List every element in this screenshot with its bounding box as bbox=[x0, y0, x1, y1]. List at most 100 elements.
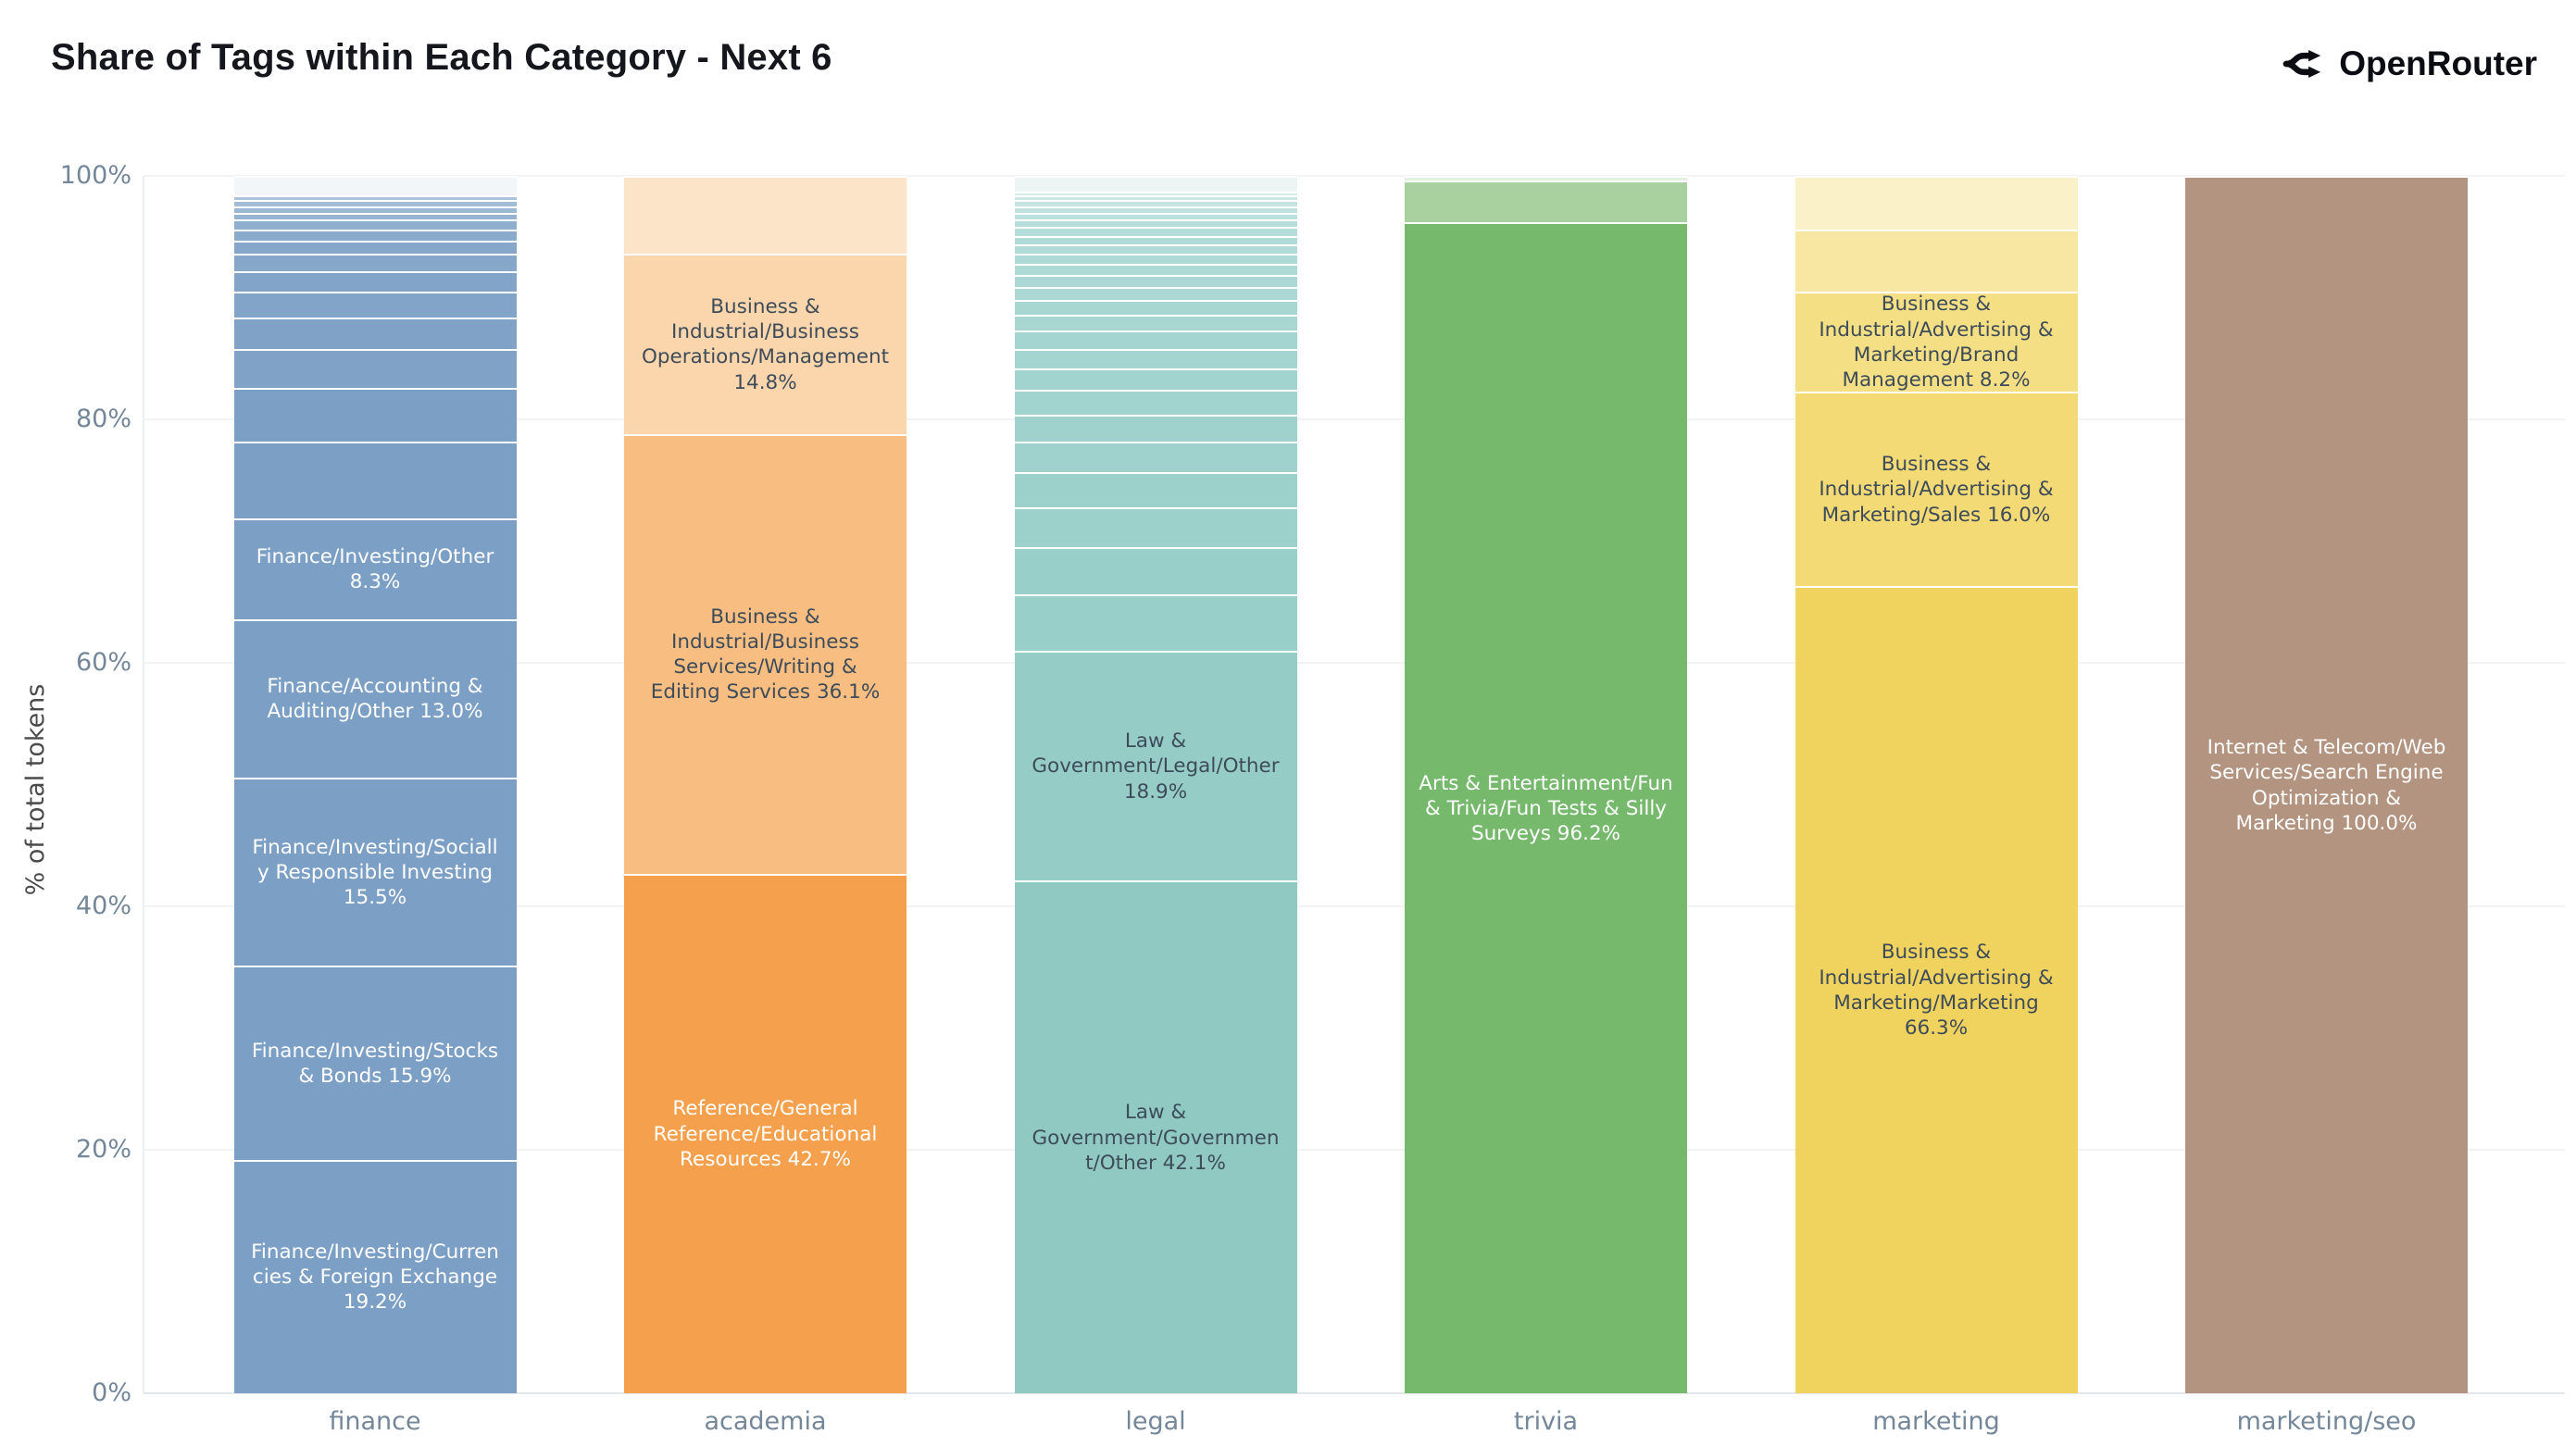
stacked-bar-academia: Reference/General Reference/Educational … bbox=[624, 176, 907, 1393]
bar-segment[interactable] bbox=[1014, 286, 1297, 301]
bar-segment[interactable] bbox=[1014, 212, 1297, 220]
bar-segment[interactable] bbox=[1014, 348, 1297, 368]
bar-segment[interactable]: Business & Industrial/Advertising & Mark… bbox=[1794, 291, 2078, 392]
segment-label: Business & Industrial/Advertising & Mark… bbox=[1819, 453, 2054, 527]
bar-segment[interactable] bbox=[1014, 206, 1297, 213]
bar-segment[interactable] bbox=[1014, 441, 1297, 472]
bar-segment[interactable] bbox=[1014, 330, 1297, 349]
bar-segment[interactable] bbox=[1014, 235, 1297, 244]
x-axis-label: legal bbox=[1125, 1407, 1186, 1436]
bar-segment[interactable] bbox=[1014, 547, 1297, 595]
bar-segment[interactable]: Business & Industrial/Business Services/… bbox=[624, 433, 907, 874]
segment-label: Business & Industrial/Advertising & Mark… bbox=[1819, 941, 2054, 1041]
bar-segment[interactable] bbox=[1794, 176, 2078, 230]
segment-label: Law & Government/Government/Other 42.1% bbox=[1032, 1101, 1280, 1175]
bar-segment[interactable] bbox=[1014, 176, 1297, 193]
bar-segment[interactable] bbox=[233, 219, 517, 230]
bar-segment[interactable] bbox=[1014, 390, 1297, 415]
bar-segment[interactable] bbox=[233, 200, 517, 206]
bar-segment[interactable] bbox=[233, 229, 517, 241]
segment-label: Business & Industrial/Business Operation… bbox=[641, 294, 890, 394]
bar-segment[interactable]: Internet & Telecom/Web Services/Search E… bbox=[2185, 176, 2468, 1393]
segment-label: Finance/Investing/Currencies & Foreign E… bbox=[251, 1240, 499, 1315]
gridline bbox=[144, 418, 2565, 420]
gridline bbox=[144, 905, 2565, 907]
bar-segment[interactable] bbox=[233, 254, 517, 271]
bar-segment[interactable]: Law & Government/Legal/Other 18.9% bbox=[1014, 650, 1297, 881]
bar-segment[interactable] bbox=[233, 441, 517, 518]
bar-segment[interactable] bbox=[1405, 176, 1687, 181]
y-axis-title: % of total tokens bbox=[21, 683, 50, 896]
segment-label: Finance/Investing/Other 8.3% bbox=[256, 544, 494, 594]
y-tick-label: 20% bbox=[75, 1135, 131, 1164]
y-tick-label: 40% bbox=[75, 891, 131, 920]
bar-segment[interactable] bbox=[1014, 254, 1297, 264]
bar-segment[interactable] bbox=[1014, 274, 1297, 287]
x-axis-label: academia bbox=[704, 1407, 827, 1436]
bar-segment[interactable] bbox=[1014, 195, 1297, 201]
bar-segment[interactable]: Arts & Entertainment/Fun & Trivia/Fun Te… bbox=[1405, 221, 1687, 1393]
bar-segment[interactable] bbox=[1014, 243, 1297, 255]
x-axis-label: trivia bbox=[1513, 1407, 1579, 1436]
bar-segment[interactable]: Finance/Investing/Currencies & Foreign E… bbox=[233, 1159, 517, 1393]
bar-segment[interactable] bbox=[1405, 181, 1687, 222]
segment-label: Arts & Entertainment/Fun & Trivia/Fun Te… bbox=[1419, 771, 1673, 846]
segment-label: Business & Industrial/Business Services/… bbox=[650, 605, 881, 704]
bar-segment[interactable] bbox=[624, 176, 907, 255]
bar-segment[interactable] bbox=[1014, 263, 1297, 275]
bar-segment[interactable] bbox=[233, 348, 517, 388]
segment-label: Reference/General Reference/Educational … bbox=[653, 1097, 878, 1171]
bar-segment[interactable] bbox=[233, 270, 517, 292]
brand-name: OpenRouter bbox=[2339, 44, 2537, 82]
y-tick-label: 100% bbox=[59, 161, 131, 190]
bar-segment[interactable] bbox=[1014, 300, 1297, 315]
openrouter-logo[interactable]: OpenRouter bbox=[2282, 43, 2537, 85]
segment-label: Internet & Telecom/Web Services/Search E… bbox=[2207, 735, 2446, 835]
bar-segment[interactable]: Finance/Investing/Stocks & Bonds 15.9% bbox=[233, 966, 517, 1160]
segment-label: Business & Industrial/Advertising & Mark… bbox=[1819, 293, 2054, 392]
bar-segment[interactable] bbox=[233, 240, 517, 255]
x-axis-label: finance bbox=[329, 1407, 421, 1436]
bar-segment[interactable]: Finance/Investing/Socially Responsible I… bbox=[233, 777, 517, 966]
stacked-bar-finance: Finance/Investing/Currencies & Foreign E… bbox=[233, 176, 517, 1393]
bar-segment[interactable]: Reference/General Reference/Educational … bbox=[624, 873, 907, 1393]
bar-segment[interactable] bbox=[1794, 229, 2078, 292]
bar-segment[interactable] bbox=[233, 291, 517, 318]
bar-segment[interactable] bbox=[233, 176, 517, 196]
bar-segment[interactable] bbox=[1014, 200, 1297, 207]
stacked-bar-marketing/seo: Internet & Telecom/Web Services/Search E… bbox=[2185, 176, 2468, 1393]
bar-segment[interactable]: Finance/Investing/Other 8.3% bbox=[233, 517, 517, 619]
bar-segment[interactable] bbox=[1014, 192, 1297, 196]
bar-segment[interactable] bbox=[233, 195, 517, 201]
bar-segment[interactable] bbox=[233, 212, 517, 220]
bar-segment[interactable] bbox=[1014, 227, 1297, 236]
x-axis-label: marketing bbox=[1872, 1407, 2000, 1436]
openrouter-branch-icon bbox=[2282, 43, 2324, 85]
gridline bbox=[144, 1149, 2565, 1151]
x-axis-label: marketing/seo bbox=[2236, 1407, 2417, 1436]
bar-segment[interactable]: Finance/Accounting & Auditing/Other 13.0… bbox=[233, 618, 517, 778]
bar-segment[interactable] bbox=[1014, 368, 1297, 391]
bar-segment[interactable]: Business & Industrial/Business Operation… bbox=[624, 254, 907, 434]
bar-segment[interactable] bbox=[1014, 314, 1297, 331]
bar-segment[interactable]: Law & Government/Government/Other 42.1% bbox=[1014, 880, 1297, 1393]
gridline bbox=[144, 662, 2565, 664]
bar-segment[interactable]: Business & Industrial/Advertising & Mark… bbox=[1794, 586, 2078, 1393]
bar-segment[interactable] bbox=[1014, 414, 1297, 442]
y-tick-label: 80% bbox=[75, 405, 131, 433]
bar-segment[interactable]: Business & Industrial/Advertising & Mark… bbox=[1794, 391, 2078, 587]
segment-label: Finance/Accounting & Auditing/Other 13.0… bbox=[267, 674, 483, 724]
bar-segment[interactable] bbox=[233, 387, 517, 442]
stacked-bar-trivia: Arts & Entertainment/Fun & Trivia/Fun Te… bbox=[1405, 176, 1687, 1393]
segment-label: Finance/Investing/Socially Responsible I… bbox=[252, 835, 498, 910]
stacked-bar-marketing: Business & Industrial/Advertising & Mark… bbox=[1794, 176, 2078, 1393]
bar-segment[interactable] bbox=[1014, 219, 1297, 228]
bar-segment[interactable] bbox=[233, 317, 517, 349]
bar-segment[interactable] bbox=[1014, 471, 1297, 507]
bar-segment[interactable] bbox=[1014, 506, 1297, 548]
bar-segment[interactable] bbox=[233, 206, 517, 213]
stacked-bar-legal: Law & Government/Government/Other 42.1% L… bbox=[1014, 176, 1297, 1393]
gridline bbox=[144, 1392, 2565, 1394]
bar-segment[interactable] bbox=[1014, 594, 1297, 651]
